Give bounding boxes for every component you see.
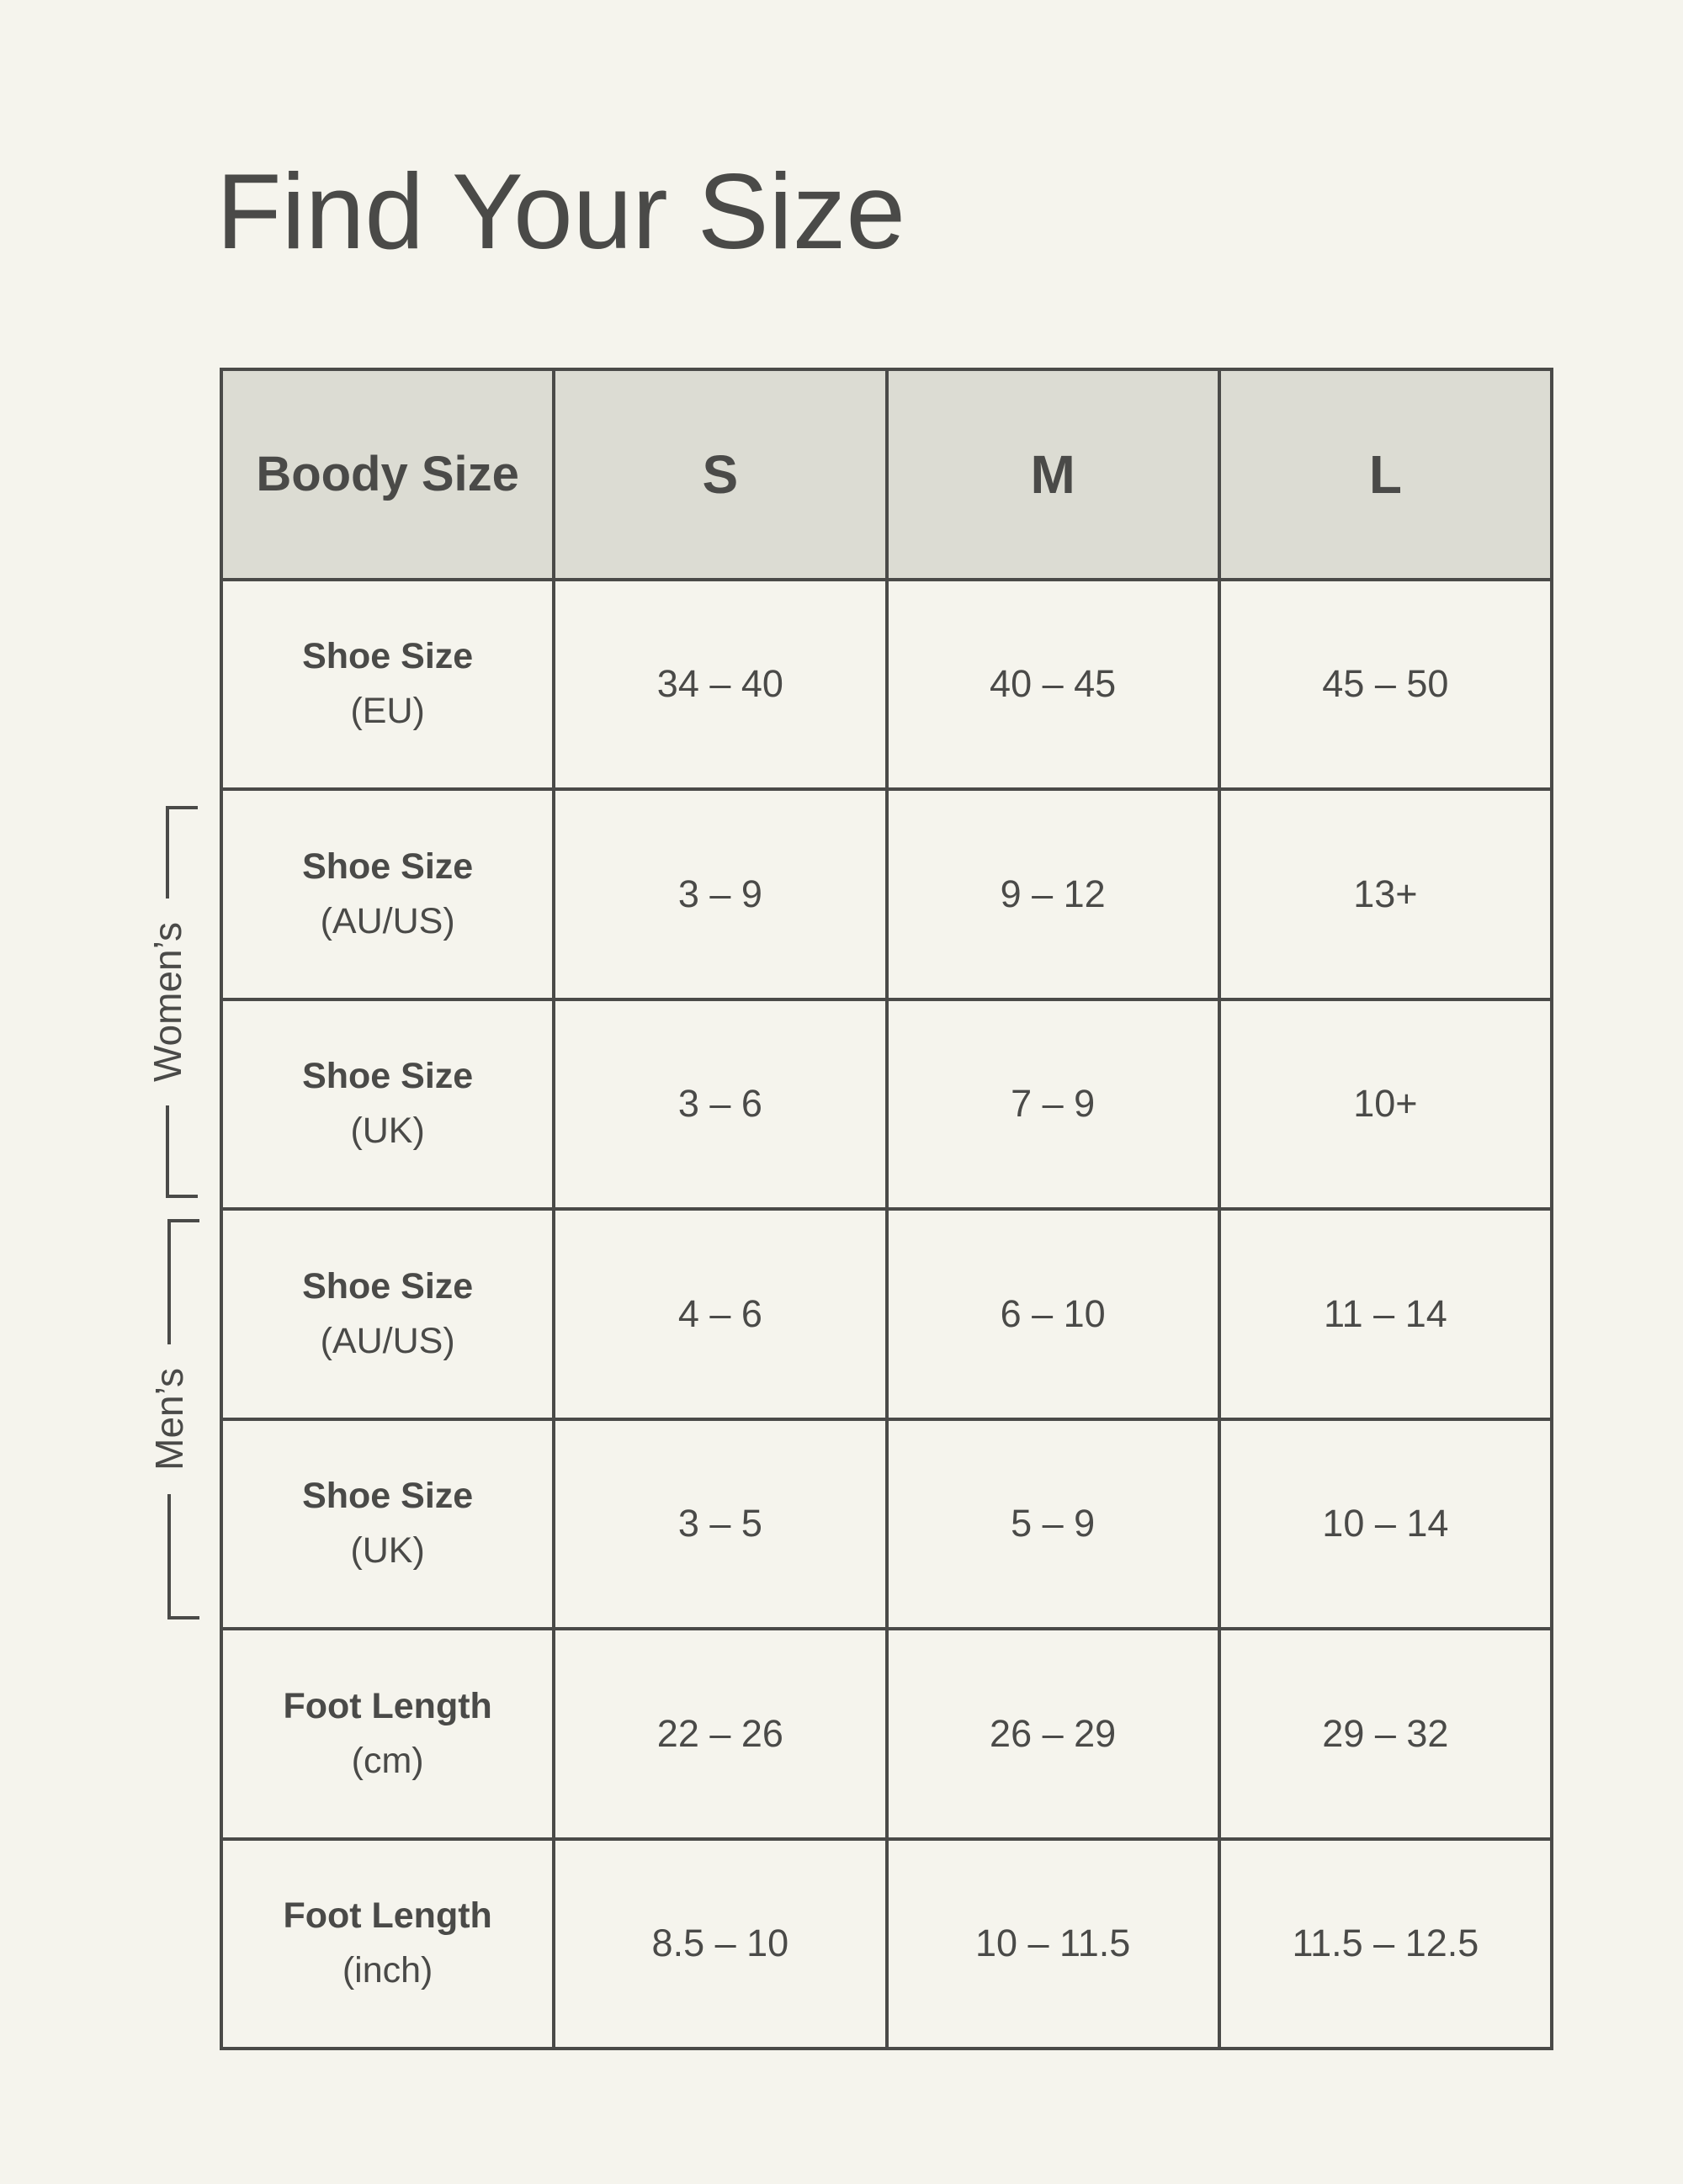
value: 10 – 11.5: [974, 1922, 1131, 1965]
value: 26 – 29: [990, 1711, 1117, 1755]
value: 3 – 9: [677, 872, 762, 915]
row-label-main: Shoe Size: [302, 1056, 474, 1097]
row-label-main: Shoe Size: [302, 636, 474, 677]
cell-inch-l: 11.5 – 12.5: [1220, 1840, 1550, 2047]
cell-womens-auus-s: 3 – 9: [555, 791, 885, 998]
bracket-tick-bottom: [166, 1195, 198, 1199]
header-size-m: M: [888, 371, 1218, 578]
value: 4 – 6: [677, 1291, 762, 1335]
cell-mens-auus-m: 6 – 10: [888, 1211, 1218, 1418]
row-label-main: Foot Length: [283, 1685, 492, 1726]
bracket-tick-top: [167, 1219, 199, 1222]
value: 9 – 12: [1000, 872, 1106, 915]
value: 5 – 9: [1011, 1502, 1096, 1545]
womens-group-label: Women’s: [146, 921, 189, 1083]
cell-womens-auus-m: 9 – 12: [888, 791, 1218, 998]
mens-group-bracket: Men’s: [147, 1219, 206, 1619]
header-corner-cell: Boody Size: [223, 371, 553, 578]
bracket-tick-top: [166, 806, 198, 809]
value: 6 – 10: [1000, 1291, 1106, 1335]
cell-cm-m: 26 – 29: [888, 1630, 1218, 1837]
value: 8.5 – 10: [651, 1922, 789, 1965]
row-label-unit: (cm): [351, 1740, 424, 1781]
row-label-main: Shoe Size: [302, 1476, 474, 1517]
value: 34 – 40: [656, 662, 783, 706]
cell-mens-auus-s: 4 – 6: [555, 1211, 885, 1418]
value: 3 – 6: [677, 1082, 762, 1126]
size-chart-table: Boody Size S M L Shoe Size (EU) 34 – 40 …: [220, 368, 1553, 2050]
row-label-foot-length-inch: Foot Length (inch): [223, 1840, 553, 2047]
cell-womens-uk-m: 7 – 9: [888, 1000, 1218, 1207]
womens-group-bracket: Women’s: [146, 806, 204, 1199]
cell-mens-uk-l: 10 – 14: [1220, 1420, 1550, 1627]
bracket-line-bottom: [167, 1493, 171, 1616]
row-label-mens-shoe-size-auus: Shoe Size (AU/US): [223, 1211, 553, 1418]
row-label-main: Shoe Size: [302, 846, 474, 887]
value: 10 – 14: [1322, 1502, 1449, 1545]
row-label-womens-shoe-size-auus: Shoe Size (AU/US): [223, 791, 553, 998]
row-label-unit: (AU/US): [320, 900, 455, 941]
row-label-unit: (inch): [342, 1950, 433, 1991]
row-label-main: Foot Length: [283, 1895, 492, 1937]
cell-eu-m: 40 – 45: [888, 580, 1218, 787]
header-size-l: L: [1220, 371, 1550, 578]
value: 29 – 32: [1322, 1711, 1449, 1755]
cell-inch-s: 8.5 – 10: [555, 1840, 885, 2047]
bracket-tick-bottom: [167, 1616, 199, 1619]
value: 45 – 50: [1322, 662, 1449, 706]
cell-mens-uk-s: 3 – 5: [555, 1420, 885, 1627]
row-label-mens-shoe-size-uk: Shoe Size (UK): [223, 1420, 553, 1627]
cell-cm-s: 22 – 26: [555, 1630, 885, 1837]
cell-inch-m: 10 – 11.5: [888, 1840, 1218, 2047]
cell-womens-auus-l: 13+: [1220, 791, 1550, 998]
value: 3 – 5: [677, 1502, 762, 1545]
value: 40 – 45: [990, 662, 1117, 706]
bracket-line-bottom: [166, 1105, 169, 1195]
size-letter-s: S: [702, 443, 739, 505]
row-label-unit: (AU/US): [320, 1320, 455, 1361]
cell-womens-uk-l: 10+: [1220, 1000, 1550, 1207]
header-size-s: S: [555, 371, 885, 578]
corner-label: Boody Size: [256, 447, 519, 502]
bracket-line-top: [166, 809, 169, 899]
row-label-shoe-size-eu: Shoe Size (EU): [223, 580, 553, 787]
mens-group-label: Men’s: [147, 1368, 191, 1471]
cell-mens-uk-m: 5 – 9: [888, 1420, 1218, 1627]
row-label-unit: (EU): [350, 691, 425, 732]
page-title: Find Your Size: [216, 151, 905, 271]
value: 13+: [1353, 872, 1418, 915]
value: 22 – 26: [656, 1711, 783, 1755]
value: 10+: [1353, 1082, 1418, 1126]
value: 11.5 – 12.5: [1292, 1922, 1479, 1965]
cell-womens-uk-s: 3 – 6: [555, 1000, 885, 1207]
row-label-unit: (UK): [350, 1111, 425, 1152]
value: 11 – 14: [1323, 1291, 1447, 1335]
cell-eu-s: 34 – 40: [555, 580, 885, 787]
row-label-main: Shoe Size: [302, 1265, 474, 1307]
row-label-unit: (UK): [350, 1530, 425, 1572]
size-letter-l: L: [1368, 443, 1402, 505]
row-label-foot-length-cm: Foot Length (cm): [223, 1630, 553, 1837]
size-letter-m: M: [1030, 443, 1075, 505]
value: 7 – 9: [1011, 1082, 1096, 1126]
cell-cm-l: 29 – 32: [1220, 1630, 1550, 1837]
bracket-line-top: [167, 1222, 171, 1345]
cell-mens-auus-l: 11 – 14: [1220, 1211, 1550, 1418]
cell-eu-l: 45 – 50: [1220, 580, 1550, 787]
row-label-womens-shoe-size-uk: Shoe Size (UK): [223, 1000, 553, 1207]
